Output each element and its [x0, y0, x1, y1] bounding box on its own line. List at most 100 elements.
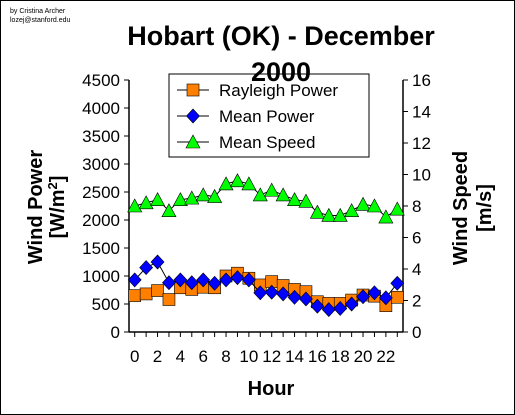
mean-power-point	[173, 272, 188, 288]
y-right-tick-label: 10	[412, 166, 431, 185]
mean-power-point	[207, 275, 222, 291]
y-left-tick-label: 3500	[82, 127, 120, 146]
mean-speed-point	[127, 198, 143, 213]
mean-power-point	[196, 272, 211, 288]
y-left-tick-label: 4000	[82, 99, 120, 118]
y-left-tick-label: 0	[111, 323, 120, 342]
mean-speed-point	[321, 207, 337, 222]
x-tick-label: 16	[308, 347, 327, 366]
mean-speed-point	[138, 195, 154, 210]
mean-speed-point	[378, 209, 394, 224]
mean-power-point	[367, 285, 382, 301]
mean-speed-point	[184, 190, 200, 205]
y-right-tick-label: 12	[412, 134, 431, 153]
mean-power-point	[264, 284, 279, 300]
y-left-tick-label: 2500	[82, 183, 120, 202]
mean-speed-point	[218, 176, 234, 191]
mean-power-point	[299, 291, 313, 307]
x-axis-title: Hour	[248, 378, 295, 400]
mean-power-point	[139, 260, 154, 276]
axes-layer: 0500100015002000250030003500400045000246…	[25, 71, 496, 400]
mean-power-point	[344, 296, 359, 312]
mean-power-point	[310, 298, 325, 314]
legend-label-rayleigh-power: Rayleigh Power	[219, 81, 338, 100]
y-right-tick-label: 8	[412, 197, 421, 216]
x-tick-label: 6	[198, 347, 207, 366]
mean-speed-point	[275, 187, 291, 202]
y-right-tick-label: 16	[412, 71, 431, 90]
mean-power-point	[276, 286, 291, 302]
mean-speed-point	[298, 193, 314, 208]
mean-power-point	[321, 302, 336, 318]
x-tick-label: 20	[354, 347, 373, 366]
legend-label-mean-speed: Mean Speed	[219, 133, 315, 152]
y-right-axis-unit: [m/s]	[474, 184, 496, 232]
mean-power-point	[127, 272, 142, 288]
mean-speed-point	[207, 188, 223, 203]
x-tick-label: 12	[262, 347, 281, 366]
legend-label-mean-power: Mean Power	[219, 107, 315, 126]
x-tick-label: 8	[221, 347, 230, 366]
mean-power-point	[253, 285, 268, 301]
x-tick-label: 14	[285, 347, 304, 366]
x-tick-label: 10	[239, 347, 258, 366]
mean-power-point	[356, 289, 370, 305]
rayleigh-power-point	[390, 290, 404, 304]
mean-speed-point	[172, 192, 188, 206]
y-right-tick-label: 2	[412, 292, 421, 311]
mean-speed-point	[332, 207, 348, 222]
y-right-tick-label: 14	[412, 103, 431, 122]
mean-power-point	[390, 275, 405, 291]
mean-power-point	[184, 275, 199, 291]
y-left-tick-label: 2000	[82, 211, 120, 230]
x-tick-label: 22	[376, 347, 395, 366]
y-left-axis-title: Wind Power	[25, 150, 47, 264]
marks-layer	[127, 173, 405, 318]
rayleigh-power-point	[151, 284, 164, 297]
mean-power-point	[219, 272, 233, 288]
mean-speed-point	[355, 196, 371, 211]
y-left-tick-label: 4500	[82, 71, 120, 90]
mean-speed-point	[229, 173, 245, 188]
rayleigh-power-point	[162, 293, 176, 306]
rayleigh-power-point	[128, 289, 142, 302]
mean-power-point	[150, 254, 165, 270]
y-left-axis-unit: [W/m2]	[45, 176, 70, 239]
mean-power-point	[287, 289, 302, 305]
chart-title-line2: 2000	[251, 57, 311, 87]
rayleigh-power-point	[139, 287, 153, 301]
legend: Rayleigh Power Mean Power Mean Speed	[168, 73, 370, 158]
mean-speed-point	[287, 192, 303, 206]
y-left-tick-label: 500	[92, 295, 120, 314]
y-right-tick-label: 4	[412, 260, 421, 279]
y-right-axis-title: Wind Speed	[450, 151, 472, 265]
mean-speed-point	[150, 192, 166, 206]
legend-marker-mean-speed	[185, 134, 201, 149]
mean-speed-point	[241, 176, 257, 191]
y-left-tick-label: 1500	[82, 239, 120, 258]
x-tick-label: 4	[176, 347, 185, 366]
x-tick-label: 2	[153, 347, 162, 366]
mean-power-point	[162, 275, 176, 291]
y-left-tick-label: 1000	[82, 267, 120, 286]
legend-marker-mean-power	[186, 108, 200, 124]
x-tick-label: 0	[130, 347, 139, 366]
mean-speed-point	[264, 182, 280, 197]
mean-power-point	[241, 272, 256, 288]
credit-author: by Cristina Archer	[10, 8, 66, 15]
mean-speed-point	[344, 203, 360, 218]
legend-marker-rayleigh-power	[186, 83, 200, 97]
mean-speed-point	[161, 203, 177, 218]
mean-speed-point	[366, 198, 382, 213]
mean-speed-point	[252, 187, 268, 202]
mean-speed-point	[195, 187, 211, 202]
y-left-tick-label: 3000	[82, 155, 120, 174]
mean-speed-point	[309, 204, 325, 219]
mean-power-point	[378, 290, 393, 306]
mean-power-point	[230, 270, 245, 286]
title-layer: Hobart (OK) - December 2000	[127, 21, 435, 87]
mean-power-point	[333, 301, 348, 316]
y-right-tick-label: 0	[412, 323, 421, 342]
